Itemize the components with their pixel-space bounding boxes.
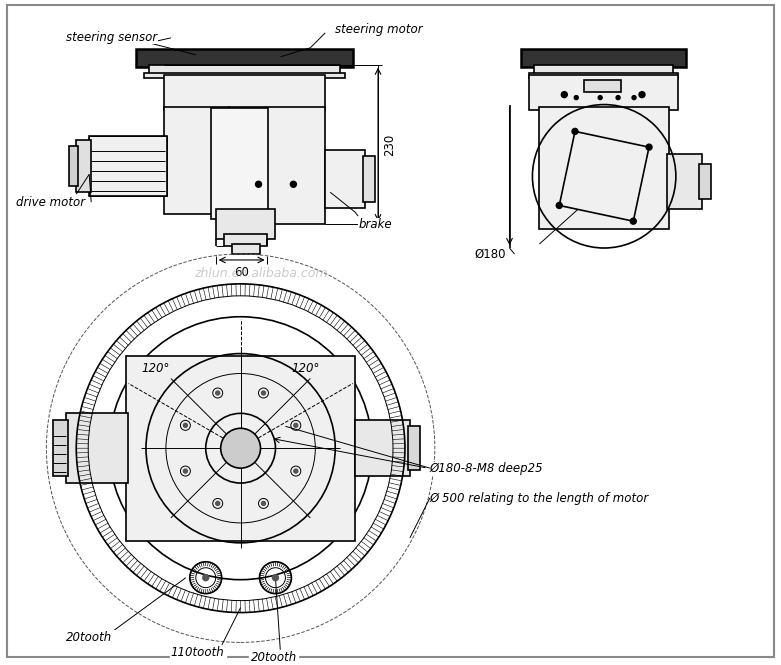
Text: steering motor: steering motor [335,23,423,37]
Text: steering sensor: steering sensor [66,31,158,45]
Bar [699,164,711,200]
Bar [363,156,375,202]
Bar [70,146,78,186]
Bar [66,414,128,483]
Circle shape [294,469,298,473]
Bar [164,74,325,110]
Text: Ø 500 relating to the length of motor: Ø 500 relating to the length of motor [430,491,649,505]
Bar [144,72,345,78]
Circle shape [598,96,602,100]
Bar [89,136,167,196]
Polygon shape [559,132,649,221]
Circle shape [572,128,578,134]
Circle shape [203,575,209,581]
Bar [355,420,410,476]
Circle shape [291,182,296,188]
Bar [667,154,702,209]
Text: 120°: 120° [291,362,319,375]
Text: Ø180-8-M8 deep25: Ø180-8-M8 deep25 [430,462,544,475]
Bar [211,108,269,219]
Bar [164,106,229,214]
Text: brake: brake [358,217,392,231]
Circle shape [184,469,187,473]
Circle shape [562,92,567,98]
Circle shape [616,96,620,100]
Bar [53,420,68,476]
Circle shape [216,501,219,505]
Bar [232,244,259,254]
Circle shape [184,424,187,428]
Bar [149,65,341,74]
Circle shape [294,424,298,428]
Bar [77,140,91,192]
Circle shape [273,575,279,581]
Bar [540,106,669,229]
Circle shape [556,202,562,208]
Bar [136,49,353,66]
Text: 60: 60 [234,266,249,279]
Bar [522,49,686,66]
Circle shape [574,96,578,100]
Text: 20tooth: 20tooth [251,651,297,664]
Bar [223,234,267,246]
Text: Ø180: Ø180 [475,247,506,261]
Circle shape [221,428,261,468]
Text: 230: 230 [383,133,396,156]
Bar [325,150,365,208]
Circle shape [646,144,652,150]
Circle shape [262,501,266,505]
Bar [530,72,678,78]
Bar [126,356,355,541]
Bar [89,136,167,196]
Text: 20tooth: 20tooth [66,631,112,644]
Text: zhlun.en.alibaba.com: zhlun.en.alibaba.com [194,267,327,281]
Circle shape [630,218,637,224]
Circle shape [632,96,636,100]
Bar [229,106,325,224]
Text: 110tooth: 110tooth [171,646,225,659]
Bar [216,209,276,239]
Circle shape [255,182,262,188]
Bar [408,426,420,470]
Circle shape [262,391,266,395]
Bar [584,80,621,92]
Bar [534,65,673,74]
Circle shape [639,92,645,98]
Text: drive motor: drive motor [16,196,86,209]
Bar [530,74,678,110]
Circle shape [216,391,219,395]
Text: 120°: 120° [141,362,170,375]
